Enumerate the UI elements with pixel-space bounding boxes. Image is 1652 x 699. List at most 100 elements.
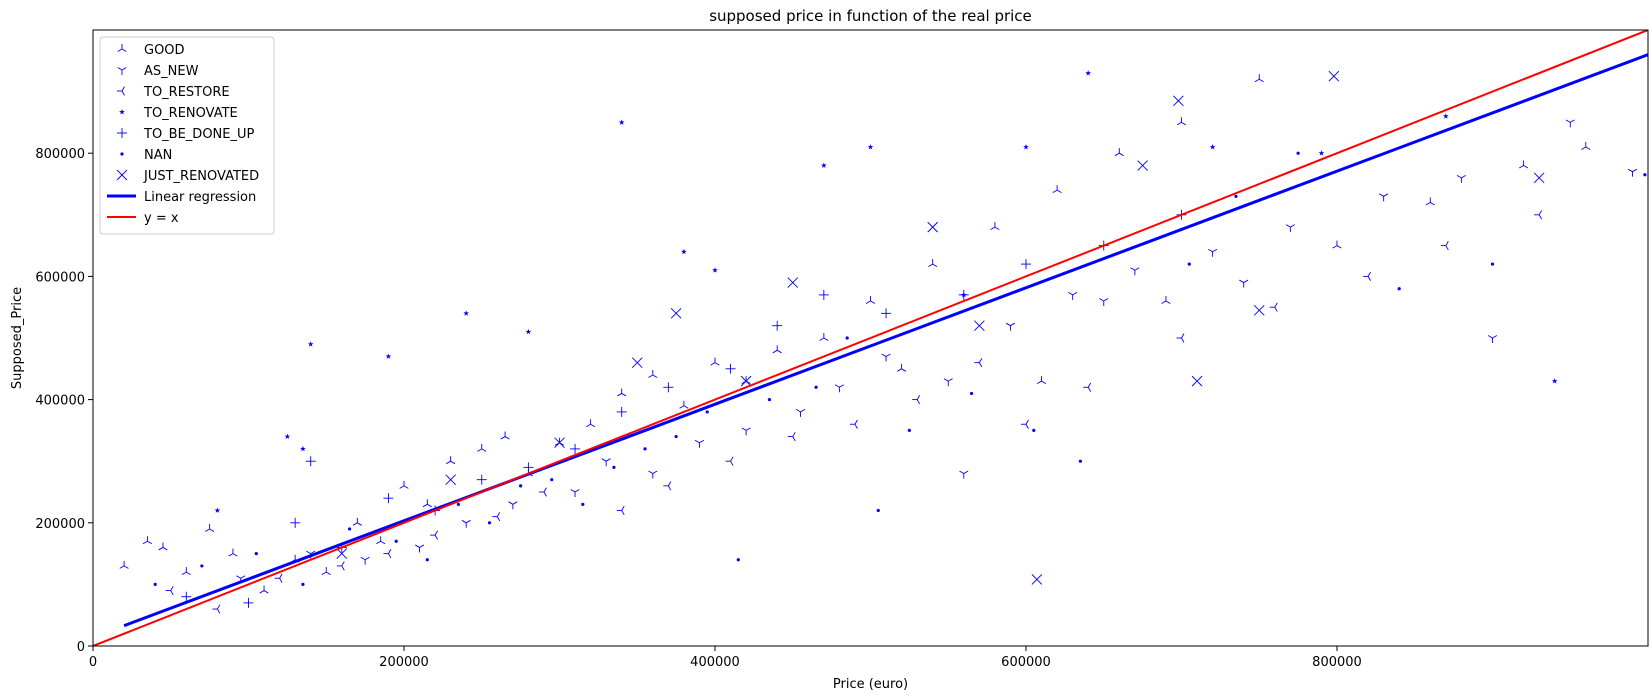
point-3-11 — [1023, 144, 1029, 150]
point-5-14 — [674, 434, 678, 439]
point-2-21 — [1534, 210, 1543, 220]
x-tick-label-2: 400000 — [690, 655, 740, 670]
point-2-2 — [274, 573, 283, 583]
point-5-26 — [1234, 194, 1238, 198]
y-tick-label-0: 0 — [77, 640, 85, 655]
regression-line — [123, 53, 1648, 628]
legend-label-8: y = x — [144, 211, 179, 226]
identity-line — [93, 30, 1648, 646]
point-0-22 — [710, 357, 720, 366]
point-2-13 — [912, 395, 921, 405]
y-tick-label-1: 200000 — [35, 517, 85, 532]
x-tick-label-1: 200000 — [379, 655, 429, 670]
point-2-6 — [492, 512, 501, 522]
point-3-12 — [1085, 70, 1092, 76]
point-5-24 — [1078, 459, 1083, 463]
point-0-6 — [259, 585, 269, 594]
point-2-20 — [1440, 241, 1449, 251]
point-0-0 — [119, 560, 129, 569]
point-3-8 — [821, 162, 827, 168]
point-0-24 — [772, 345, 782, 354]
point-2-10 — [725, 456, 734, 466]
point-3-17 — [284, 433, 291, 439]
point-4-9 — [616, 406, 627, 417]
point-0-27 — [928, 259, 938, 267]
series-just-renovated — [336, 70, 1545, 585]
point-6-14 — [1328, 70, 1340, 82]
point-0-5 — [228, 548, 238, 557]
point-0-4 — [205, 523, 215, 532]
legend-marker-6 — [116, 169, 128, 181]
legend-marker-1 — [117, 67, 127, 75]
y-tick-label-3: 600000 — [35, 270, 85, 285]
point-5-29 — [1490, 262, 1495, 266]
point-5-13 — [643, 447, 647, 451]
point-1-7 — [601, 458, 611, 467]
point-1-19 — [1285, 224, 1295, 233]
legend-marker-2 — [117, 86, 125, 96]
point-2-18 — [1269, 302, 1278, 312]
point-2-17 — [1176, 333, 1185, 343]
point-0-2 — [158, 542, 168, 551]
point-2-3 — [336, 561, 345, 571]
point-0-23 — [741, 376, 751, 385]
point-0-35 — [1519, 160, 1529, 169]
point-4-11 — [725, 363, 736, 374]
point-5-15 — [705, 410, 709, 414]
point-0-15 — [500, 431, 510, 440]
point-1-23 — [1627, 168, 1638, 177]
point-1-10 — [741, 427, 751, 436]
point-6-6 — [787, 277, 799, 288]
point-4-0 — [181, 591, 192, 602]
point-4-14 — [881, 308, 892, 319]
point-4-6 — [476, 474, 487, 485]
point-0-37 — [897, 363, 907, 372]
point-5-27 — [1296, 151, 1300, 155]
point-2-15 — [1021, 419, 1029, 429]
point-3-14 — [1318, 150, 1325, 156]
point-6-3 — [631, 357, 643, 368]
point-0-3 — [181, 567, 191, 575]
x-axis-label: Price (euro) — [833, 677, 908, 692]
legend-label-4: TO_BE_DONE_UP — [143, 127, 255, 142]
point-2-14 — [974, 358, 983, 368]
point-0-29 — [1052, 185, 1062, 194]
point-5-4 — [347, 527, 352, 531]
point-2-9 — [663, 481, 672, 491]
point-0-18 — [586, 419, 596, 428]
point-4-7 — [523, 462, 534, 473]
point-2-4 — [383, 549, 392, 559]
x-tick-label-3: 600000 — [1001, 655, 1051, 670]
point-3-7 — [712, 267, 718, 273]
point-6-15 — [1533, 172, 1545, 184]
point-5-5 — [394, 539, 398, 543]
point-1-3 — [414, 544, 425, 553]
point-0-19 — [617, 388, 627, 397]
point-5-19 — [845, 336, 849, 340]
point-5-17 — [767, 398, 772, 402]
point-4-10 — [663, 382, 674, 393]
point-1-16 — [1068, 291, 1078, 300]
point-6-13 — [1253, 304, 1265, 316]
point-4-2 — [290, 517, 301, 528]
legend-label-0: GOOD — [144, 43, 185, 58]
point-3-3 — [463, 310, 470, 316]
point-5-9 — [519, 484, 523, 488]
point-2-19 — [1363, 271, 1371, 281]
point-3-15 — [1443, 113, 1449, 119]
legend-label-2: TO_RESTORE — [143, 85, 230, 100]
point-0-25 — [819, 333, 829, 341]
point-0-34 — [1425, 197, 1435, 206]
point-2-7 — [538, 487, 547, 497]
point-0-14 — [477, 443, 487, 452]
point-3-0 — [214, 507, 221, 513]
point-3-2 — [385, 353, 392, 359]
point-1-20 — [1379, 193, 1389, 202]
point-1-9 — [694, 439, 705, 448]
point-5-23 — [1032, 428, 1036, 432]
point-5-22 — [969, 391, 974, 396]
point-3-6 — [681, 248, 687, 255]
legend-label-5: NAN — [144, 148, 172, 163]
point-4-13 — [818, 289, 829, 300]
point-5-28 — [1397, 287, 1401, 291]
